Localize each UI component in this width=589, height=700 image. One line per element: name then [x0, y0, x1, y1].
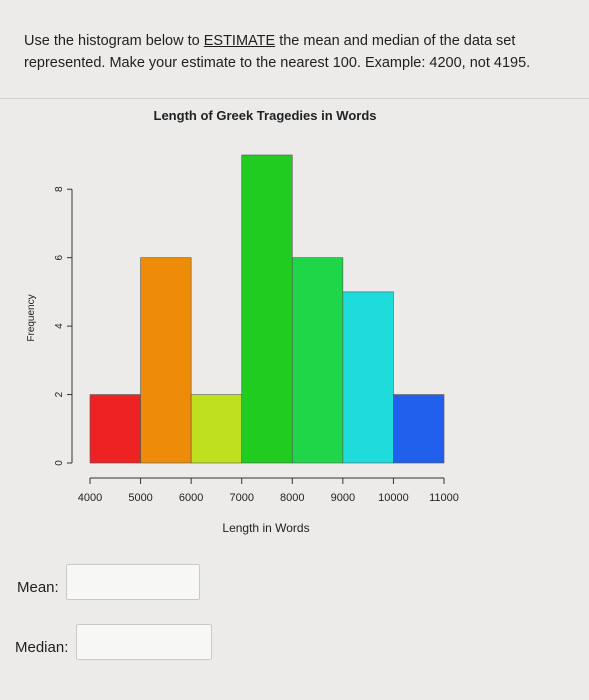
histogram-bar — [241, 154, 293, 464]
histogram-bar — [190, 394, 243, 464]
x-tick-label: 5000 — [128, 492, 152, 504]
x-axis-label: Length in Words — [222, 521, 309, 535]
x-tick-label: 11000 — [429, 492, 459, 504]
x-tick-label: 10000 — [378, 492, 409, 504]
chart-title: Length of Greek Tragedies in Words — [154, 108, 377, 123]
x-tick-label: 7000 — [229, 492, 253, 504]
x-tick-label: 9000 — [331, 492, 355, 504]
y-axis-label: Frequency — [26, 294, 37, 341]
y-tick-label: 0 — [54, 460, 65, 466]
y-axis: 0 2 4 6 8 — [54, 186, 73, 466]
histogram-bar — [291, 257, 344, 464]
question-text: Use the histogram below to ESTIMATE the … — [24, 30, 569, 74]
divider — [0, 98, 589, 99]
y-tick-label: 4 — [54, 323, 65, 329]
histogram-chart: Length of Greek Tragedies in Words Lengt… — [26, 108, 459, 535]
x-axis: 4000 5000 6000 7000 8000 9000 10000 11000 — [78, 477, 459, 504]
histogram-bar — [140, 257, 192, 464]
x-tick-label: 8000 — [280, 492, 304, 504]
y-tick-label: 8 — [54, 186, 65, 192]
question-instructions: the mean and median of the data set repr… — [24, 33, 531, 71]
x-tick-label: 4000 — [78, 492, 102, 504]
mean-label: Mean: — [17, 579, 59, 596]
histogram-bar — [393, 394, 445, 464]
estimate-emphasis: ESTIMATE — [203, 33, 276, 49]
y-tick-label: 2 — [54, 391, 65, 397]
histogram-bar — [342, 291, 394, 464]
median-label: Median: — [15, 639, 69, 656]
bars-group — [89, 154, 445, 464]
x-tick-label: 6000 — [179, 492, 203, 504]
question-intro: Use the histogram below to — [24, 33, 204, 49]
mean-input[interactable] — [66, 564, 200, 600]
histogram-bar — [89, 394, 141, 464]
y-tick-label: 6 — [54, 254, 65, 260]
median-input[interactable] — [76, 624, 212, 660]
